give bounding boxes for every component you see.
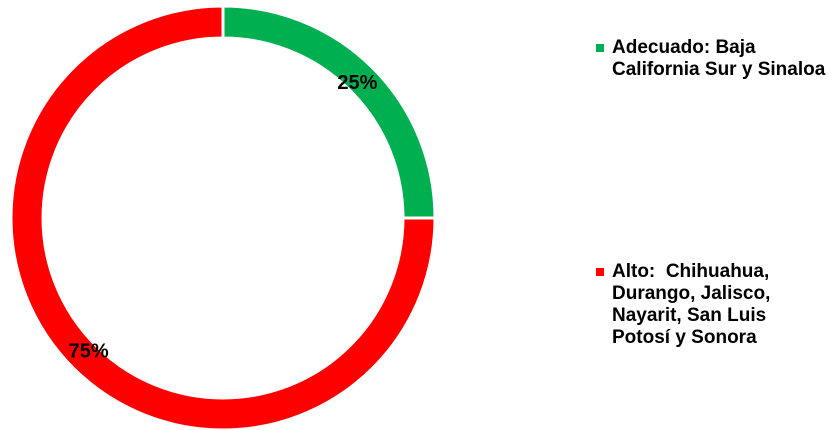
legend-label: Alto: Chihuahua, Durango, Jalisco, Nayar…	[612, 261, 776, 348]
donut-slice	[221, 4, 437, 220]
legend-item: Adecuado: Baja California Sur y Sinaloa	[596, 37, 827, 81]
legend-swatch	[596, 268, 604, 276]
legend-swatch	[596, 44, 604, 52]
legend-item: Alto: Chihuahua, Durango, Jalisco, Nayar…	[596, 261, 827, 349]
legend-label: Adecuado: Baja California Sur y Sinaloa	[612, 37, 826, 80]
data-label: 25%	[337, 72, 377, 94]
data-label: 75%	[69, 341, 109, 363]
donut-slice	[9, 4, 437, 430]
